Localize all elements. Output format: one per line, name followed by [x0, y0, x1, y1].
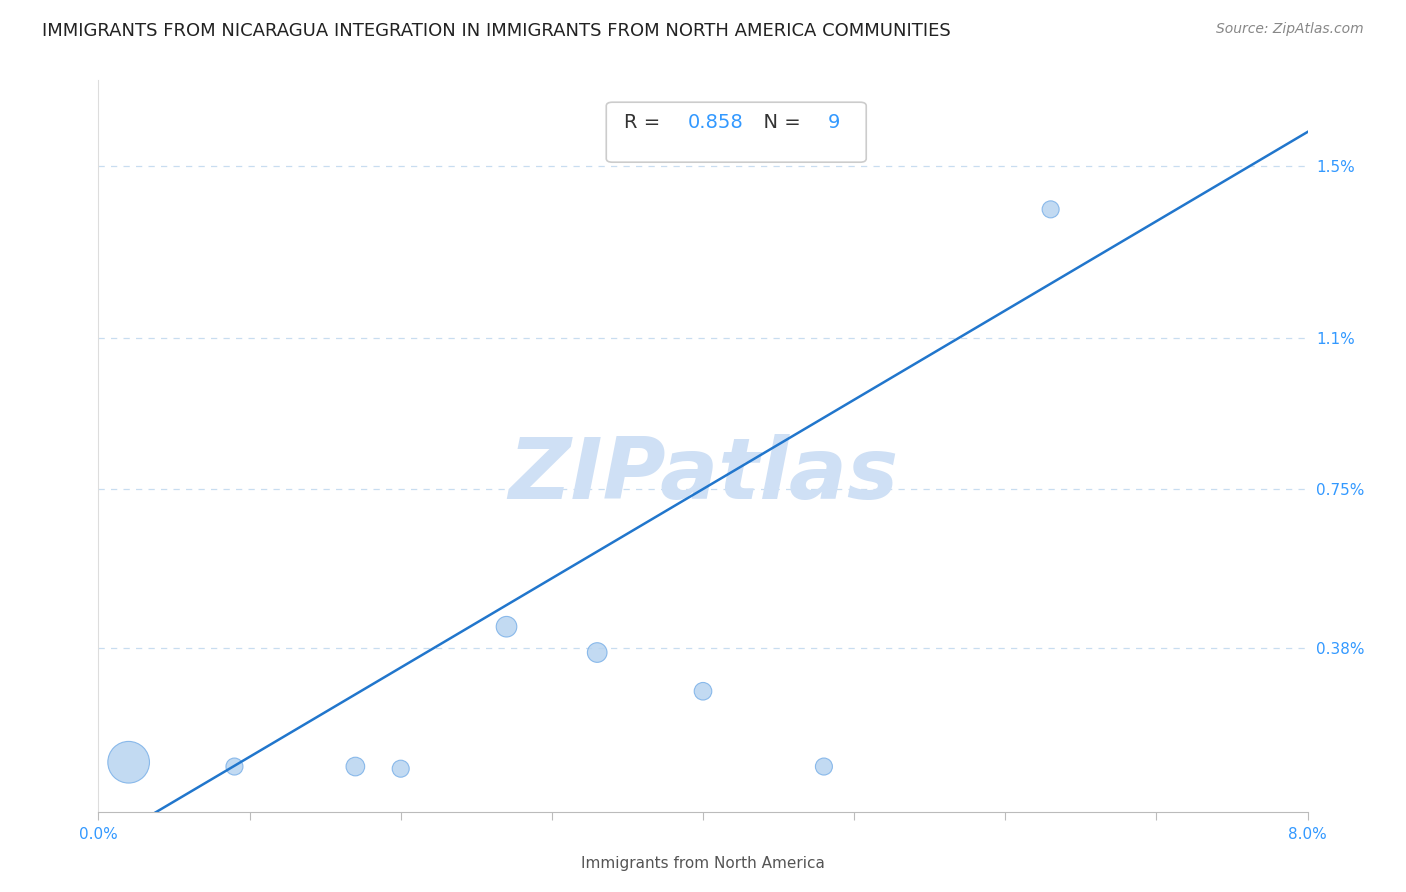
Text: 0.858: 0.858 [688, 113, 742, 132]
Point [389, 762, 412, 776]
Text: Source: ZipAtlas.com: Source: ZipAtlas.com [1216, 22, 1364, 37]
Text: N =: N = [751, 113, 807, 132]
Text: 9: 9 [828, 113, 839, 132]
Point [118, 756, 141, 770]
X-axis label: Immigrants from North America: Immigrants from North America [581, 856, 825, 871]
Point [224, 759, 246, 773]
Text: IMMIGRANTS FROM NICARAGUA INTEGRATION IN IMMIGRANTS FROM NORTH AMERICA COMMUNITI: IMMIGRANTS FROM NICARAGUA INTEGRATION IN… [42, 22, 950, 40]
Text: R =: R = [624, 113, 666, 132]
Point [692, 684, 714, 698]
Point [495, 620, 517, 634]
Point [586, 646, 609, 660]
Point [1039, 202, 1062, 217]
Point [344, 759, 367, 773]
FancyBboxPatch shape [606, 103, 866, 162]
Text: ZIPatlas: ZIPatlas [508, 434, 898, 516]
Point [813, 759, 835, 773]
